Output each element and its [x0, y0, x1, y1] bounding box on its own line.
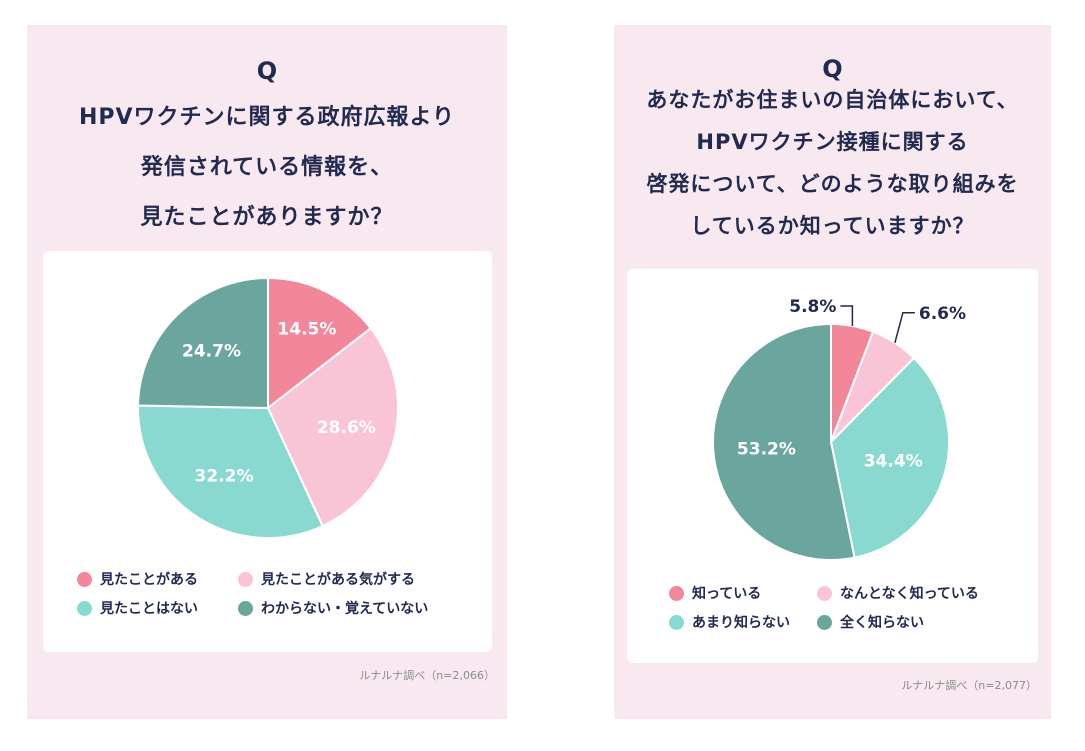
left-question-line: 見たことがありますか？ — [140, 205, 394, 230]
data-label: 34.4% — [864, 452, 923, 472]
legend-item: なんとなく知っている — [817, 583, 979, 603]
pie-slice — [712, 322, 856, 561]
legend-label: 知っている — [692, 586, 762, 602]
left-survey-panel: Q HPVワクチンに関する政府広報より 発信されている情報を、 見たことがありま… — [27, 25, 507, 719]
right-question-line: HPVワクチン接種に関する — [696, 130, 969, 154]
legend-label: 見たことがある — [100, 572, 198, 588]
pie-slice — [137, 276, 269, 410]
leader-line — [894, 312, 915, 343]
legend-label: わからない・覚えていない — [261, 601, 429, 617]
right-question-line: あなたがお住まいの自治体において、 — [646, 88, 1019, 112]
legend-swatch — [817, 585, 832, 601]
legend-swatch — [817, 614, 832, 630]
legend-item: 知っている — [669, 583, 761, 603]
left-question-line: HPVワクチンに関する政府広報より — [78, 105, 456, 130]
legend-swatch — [77, 600, 92, 616]
legend-swatch — [238, 571, 253, 587]
data-label: 28.6% — [317, 418, 376, 438]
legend-label: 見たことがある気がする — [261, 572, 415, 588]
left-pie-chart: 14.5% 28.6% 32.2% 24.7% — [137, 276, 399, 539]
legend-item: 見たことはない — [77, 598, 198, 618]
legend-item: 全く知らない — [817, 612, 924, 632]
legend-label: なんとなく知っている — [840, 586, 979, 602]
legend-swatch — [669, 585, 684, 601]
data-label: 5.8% — [789, 297, 836, 317]
data-label: 6.6% — [919, 304, 966, 324]
leader-line — [840, 305, 854, 326]
right-pie-chart: 5.8% 6.6% 34.4% 53.2% — [712, 297, 966, 561]
pie-slice — [137, 404, 324, 539]
legend-item: 見たことがある — [77, 569, 198, 589]
left-q-mark: Q — [256, 57, 278, 85]
data-label: 14.5% — [277, 320, 336, 340]
left-source-note: ルナルナ調べ（n=2,066） — [359, 669, 495, 682]
legend-swatch — [669, 614, 684, 630]
legend-item: わからない・覚えていない — [238, 598, 428, 618]
left-chart-card: 14.5% 28.6% 32.2% 24.7% 見たことがある 見たことがある気がする… — [43, 251, 492, 652]
legend-swatch — [77, 571, 92, 587]
right-question: あなたがお住まいの自治体において、 HPVワクチン接種に関する 啓発について、ど… — [614, 79, 1051, 247]
pie-slice — [267, 276, 373, 411]
right-question-line: 啓発について、どのような取り組みを — [646, 172, 1019, 196]
legend-label: 全く知らない — [840, 615, 924, 631]
right-survey-panel: Q あなたがお住まいの自治体において、 HPVワクチン接種に関する 啓発について… — [614, 25, 1051, 719]
data-label: 32.2% — [195, 467, 254, 487]
data-label: 24.7% — [182, 342, 241, 362]
right-source-note: ルナルナ調べ（n=2,077） — [901, 679, 1037, 692]
legend-label: あまり知らない — [692, 615, 790, 631]
legend-item: 見たことがある気がする — [238, 569, 415, 589]
left-question-line: 発信されている情報を、 — [140, 155, 394, 180]
right-chart-card: 5.8% 6.6% 34.4% 53.2% 知っている なんとなく知っている あまり知… — [627, 269, 1038, 663]
left-question: HPVワクチンに関する政府広報より 発信されている情報を、 見たことがありますか… — [27, 93, 507, 243]
legend-label: 見たことはない — [100, 601, 198, 617]
right-question-line: しているか知っていますか？ — [690, 214, 975, 238]
legend-item: あまり知らない — [669, 612, 790, 632]
right-q-mark: Q — [822, 55, 843, 83]
data-label: 53.2% — [737, 440, 796, 460]
pie-slice — [829, 356, 950, 559]
legend-swatch — [238, 600, 253, 616]
